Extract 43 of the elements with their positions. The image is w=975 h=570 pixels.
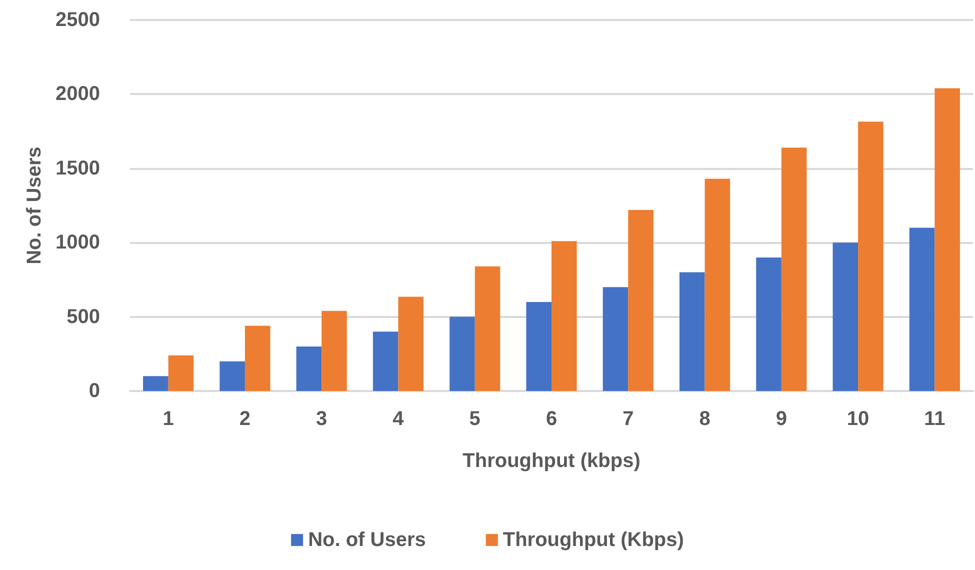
y-tick-label: 1000 <box>56 232 100 254</box>
x-tick-label: 6 <box>546 408 558 430</box>
y-tick-label: 0 <box>88 380 100 402</box>
x-tick-label: 1 <box>162 408 174 430</box>
x-tick-label: 2 <box>239 408 251 430</box>
x-tick-label: 9 <box>776 408 787 430</box>
bar <box>909 228 935 391</box>
x-tick-label: 3 <box>316 408 328 430</box>
y-tick-label: 2000 <box>56 83 100 106</box>
y-tick-label: 1500 <box>56 157 100 180</box>
bar <box>322 310 347 391</box>
bar <box>552 241 577 391</box>
bar <box>168 355 194 391</box>
bar <box>143 376 168 391</box>
bar <box>832 242 858 391</box>
y-axis-title: No. of Users <box>24 146 46 264</box>
bar <box>526 302 552 391</box>
x-tick-label: 11 <box>924 408 946 430</box>
bar <box>372 332 398 391</box>
bar <box>704 178 730 391</box>
bar <box>679 272 705 391</box>
x-tick-label: 10 <box>846 408 870 430</box>
bar <box>244 326 270 391</box>
legend-label: No. of Users <box>308 529 426 551</box>
bar <box>398 296 424 391</box>
bar <box>602 287 628 391</box>
x-tick-label: 7 <box>622 408 634 430</box>
bar <box>781 148 807 391</box>
bar <box>756 257 782 391</box>
x-tick-label: 4 <box>392 408 405 430</box>
bar <box>934 88 960 391</box>
x-tick-label: 8 <box>699 408 710 430</box>
bar <box>450 316 475 391</box>
legend-label: Throughput (Kbps) <box>502 529 684 551</box>
y-tick-label: 500 <box>66 306 100 328</box>
x-axis-title: Throughput (kbps) <box>462 450 640 472</box>
bar <box>220 361 245 391</box>
x-tick-label: 5 <box>469 408 480 430</box>
bar <box>296 346 322 391</box>
bar <box>628 210 654 391</box>
bar <box>858 122 884 391</box>
y-tick-label: 2500 <box>56 9 100 31</box>
bar <box>474 266 500 391</box>
